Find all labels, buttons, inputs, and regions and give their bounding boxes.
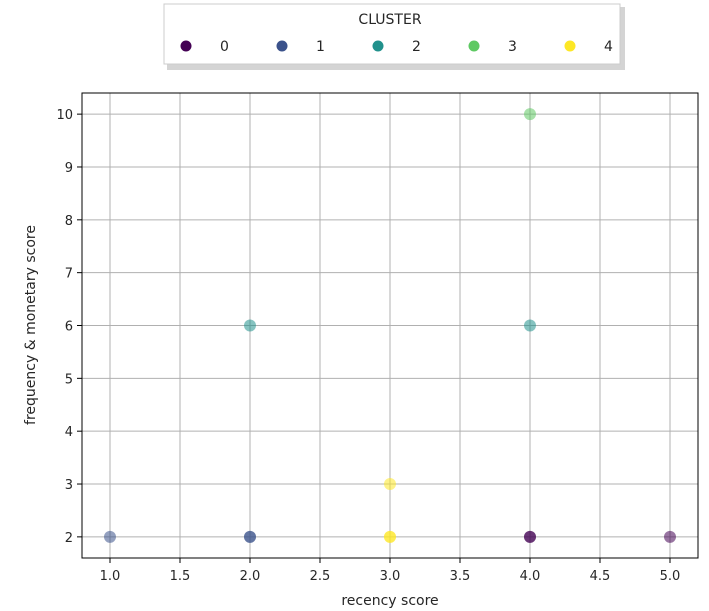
y-axis-label: frequency & monetary score <box>23 225 39 425</box>
x-tick-label: 2.0 <box>240 569 261 584</box>
x-tick-label: 3.0 <box>380 569 401 584</box>
y-tick-label: 10 <box>56 108 73 123</box>
x-tick-label: 4.0 <box>520 569 541 584</box>
data-point-cluster-4 <box>384 478 396 491</box>
data-point-cluster-1 <box>104 530 116 543</box>
x-tick-label: 2.5 <box>310 569 331 584</box>
y-tick-label: 4 <box>65 425 73 440</box>
data-point-cluster-1 <box>244 530 256 543</box>
x-tick-label: 3.5 <box>450 569 471 584</box>
y-tick-label: 9 <box>65 161 73 176</box>
y-tick-label: 3 <box>65 478 73 493</box>
plot-area: 1.0 1.5 2.0 2.5 3.0 3.5 4.0 4.5 5.0 2 3 4 5 6 7 8 9 10 <box>56 92 699 584</box>
legend-marker-2 <box>372 40 384 52</box>
data-point-cluster-4 <box>384 530 396 543</box>
data-point-cluster-0 <box>664 530 676 543</box>
legend-label-2: 2 <box>412 39 421 55</box>
y-tick-label: 6 <box>65 320 73 335</box>
data-point-cluster-2 <box>244 319 256 332</box>
x-tick-label: 5.0 <box>660 569 681 584</box>
legend-marker-3 <box>468 40 480 52</box>
legend-marker-1 <box>276 40 288 52</box>
data-point-cluster-0 <box>524 530 536 543</box>
y-tick-label: 2 <box>65 531 73 546</box>
x-tick-label: 4.5 <box>590 569 611 584</box>
legend-label-1: 1 <box>316 39 325 55</box>
legend: CLUSTER 0 1 2 3 4 <box>163 3 625 70</box>
legend-frame <box>163 3 621 65</box>
legend-title: CLUSTER <box>358 12 421 28</box>
y-tick-label: 7 <box>65 267 73 282</box>
legend-label-0: 0 <box>220 39 229 55</box>
legend-marker-4 <box>564 40 576 52</box>
legend-marker-0 <box>180 40 192 52</box>
y-tick-label: 5 <box>65 372 73 387</box>
data-point-cluster-3 <box>524 108 536 121</box>
x-tick-label: 1.0 <box>100 569 121 584</box>
x-tick-label: 1.5 <box>170 569 191 584</box>
data-point-cluster-2 <box>524 319 536 332</box>
legend-label-4: 4 <box>604 39 613 55</box>
legend-label-3: 3 <box>508 39 517 55</box>
x-axis-label: recency score <box>341 593 438 609</box>
y-tick-label: 8 <box>65 214 73 229</box>
